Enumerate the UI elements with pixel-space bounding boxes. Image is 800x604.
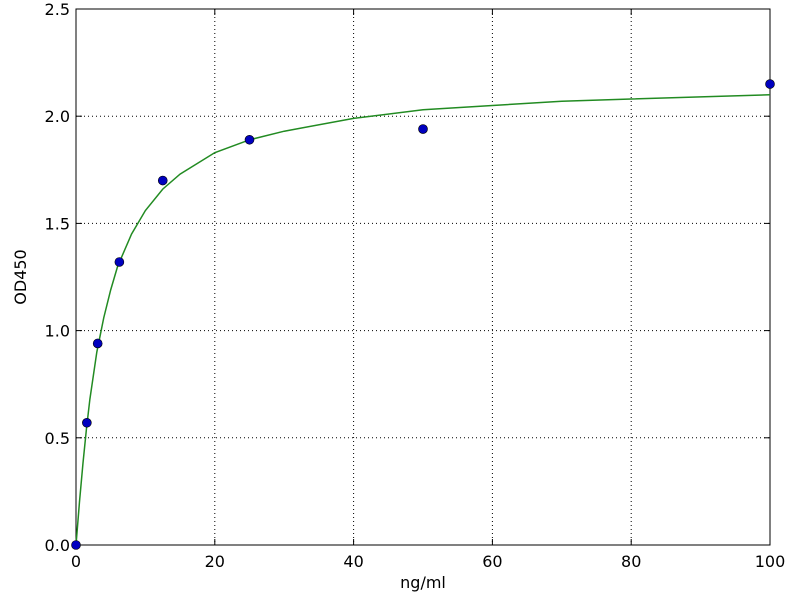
y-tick-label: 1.0: [45, 322, 70, 341]
y-axis-label: OD450: [11, 249, 30, 304]
y-tick-label: 2.0: [45, 107, 70, 126]
data-point: [418, 124, 428, 134]
y-tick-label: 2.5: [45, 0, 70, 19]
data-point: [244, 134, 255, 145]
data-point: [71, 540, 81, 550]
y-tick-label: 1.5: [45, 214, 70, 233]
x-axis-label: ng/ml: [400, 573, 446, 592]
x-tick-label: 80: [621, 552, 641, 571]
x-tick-label: 60: [482, 552, 502, 571]
data-point: [82, 417, 92, 428]
x-tick-label: 40: [343, 552, 363, 571]
fit-curve: [75, 94, 771, 546]
data-point: [114, 257, 125, 267]
x-tick-label: 100: [755, 552, 786, 571]
x-tick-label: 0: [71, 552, 81, 571]
plot-frame: [75, 8, 771, 546]
data-point: [157, 175, 168, 186]
y-tick-label: 0.0: [45, 536, 70, 555]
y-tick-label: 0.5: [45, 429, 70, 448]
data-point: [92, 338, 103, 349]
x-tick-label: 20: [205, 552, 225, 571]
data-point: [765, 79, 775, 89]
